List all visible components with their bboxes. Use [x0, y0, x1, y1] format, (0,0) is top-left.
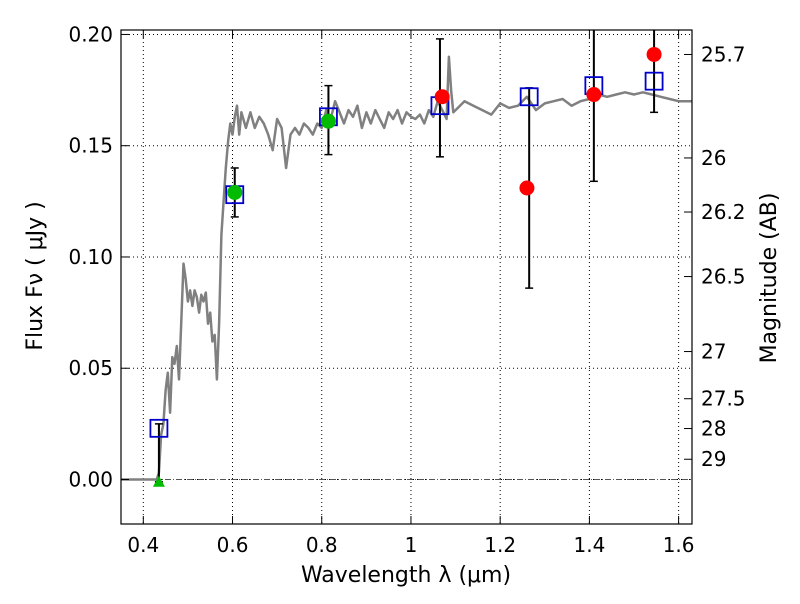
- y-tick-label: 0.05: [68, 356, 113, 380]
- observed-circle-marker: [586, 87, 602, 103]
- x-tick-label: 1: [405, 533, 418, 557]
- model-square-marker: [149, 418, 169, 438]
- right-tick-label: 28: [701, 417, 726, 441]
- x-tick-label: 1.4: [573, 533, 605, 557]
- x-tick-label: 0.8: [306, 533, 338, 557]
- right-tick-label: 26.5: [701, 265, 746, 289]
- grid-lines: [121, 30, 692, 524]
- y-tick-labels: 0.00 0.05 0.10 0.15 0.20: [68, 22, 113, 491]
- observed-circle-marker: [646, 46, 662, 62]
- y-axis-label: Flux Fν ( μJy ): [23, 201, 48, 350]
- x-tick-labels: 0.4 0.6 0.8 1 1.2 1.4 1.6: [127, 533, 694, 557]
- y-axis-label-right: Magnitude (AB): [757, 193, 782, 364]
- x-tick-label: 1.6: [663, 533, 695, 557]
- x-tick-label: 0.4: [127, 533, 159, 557]
- y-tick-label: 0.20: [68, 22, 113, 46]
- plot-frame: [120, 29, 693, 525]
- right-tick-label: 29: [701, 447, 726, 471]
- observed-circle-marker: [227, 184, 243, 200]
- y-tick-label: 0.10: [68, 245, 113, 269]
- x-tick-label: 1.2: [484, 533, 516, 557]
- triangle-marker: [152, 475, 165, 487]
- axes: [120, 29, 693, 525]
- observed-circle-marker: [320, 113, 336, 129]
- right-tick-label: 25.7: [701, 42, 746, 66]
- right-tick-labels: 25.7 26 26.2 26.5 27 27.5 28 29: [701, 42, 746, 471]
- right-tick-label: 27.5: [701, 387, 746, 411]
- model-square-marker: [519, 87, 539, 107]
- x-tick-label: 0.6: [217, 533, 249, 557]
- y-tick-label: 0.15: [68, 134, 113, 158]
- observed-circle-marker: [519, 180, 535, 196]
- y-tick-label: 0.00: [68, 467, 113, 491]
- data-layer: [121, 30, 692, 487]
- right-tick-label: 26.2: [701, 200, 746, 224]
- right-tick-label: 26: [701, 146, 726, 170]
- model-square-marker: [644, 71, 664, 91]
- spectrum-line: [121, 55, 692, 481]
- right-tick-label: 27: [701, 340, 726, 364]
- observed-circle-marker: [434, 89, 450, 105]
- x-axis-label: Wavelength λ (μm): [301, 563, 511, 588]
